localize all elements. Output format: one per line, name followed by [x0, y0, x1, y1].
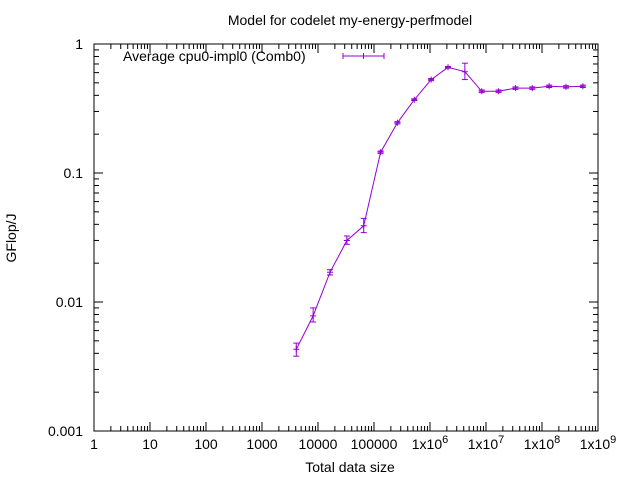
data-point	[579, 83, 586, 90]
chart-title: Model for codelet my-energy-perfmodel	[228, 12, 472, 28]
data-point	[394, 119, 401, 126]
legend-marker	[360, 53, 367, 59]
data-point	[343, 237, 350, 244]
x-tick-label: 1x109	[580, 434, 616, 452]
x-tick-label: 1	[90, 436, 98, 452]
x-tick-label: 1000	[246, 436, 277, 452]
x-tick-label: 10	[142, 436, 158, 452]
series-line	[295, 66, 583, 350]
data-point	[529, 85, 536, 92]
x-tick-exponent: 7	[498, 434, 504, 446]
data-point	[377, 149, 384, 156]
y-tick-label: 0.001	[48, 423, 83, 439]
legend-label: Average cpu0-impl0 (Comb0)	[123, 48, 306, 64]
y-tick-label: 0.1	[64, 165, 84, 181]
data-point	[428, 76, 435, 83]
legend-sample	[342, 53, 385, 59]
data-point	[445, 64, 452, 71]
data-point	[546, 83, 553, 90]
y-tick-label: 1	[75, 36, 83, 52]
x-axis-label: Total data size	[305, 459, 395, 475]
data-point	[495, 88, 502, 95]
x-tick-label: 100	[194, 436, 218, 452]
data-point	[360, 222, 367, 229]
data-point	[478, 88, 485, 95]
x-tick-exponent: 9	[610, 434, 616, 446]
x-tick-label: 1x107	[468, 434, 504, 452]
series-group	[293, 62, 586, 357]
data-point	[310, 312, 317, 319]
data-point	[563, 83, 570, 90]
data-point	[461, 68, 468, 75]
y-axis-label: GFlop/J	[3, 213, 19, 262]
plot-frame	[93, 43, 599, 432]
x-tick-label: 1x108	[524, 434, 560, 452]
x-tick-label: 10000	[299, 436, 338, 452]
x-tick-label: 1x106	[412, 434, 448, 452]
legend: Average cpu0-impl0 (Comb0)	[123, 48, 385, 64]
x-tick-label: 100000	[351, 436, 398, 452]
y-tick-label: 0.01	[56, 294, 83, 310]
x-tick-exponent: 8	[554, 434, 560, 446]
axis-ticks: 1 10 100 1000 10000 100000 1x106 1x107 1x108 1x10…	[48, 36, 616, 452]
data-point	[293, 346, 300, 353]
data-point	[411, 96, 418, 103]
data-point	[327, 269, 334, 276]
data-point	[512, 85, 519, 92]
x-tick-exponent: 6	[442, 434, 448, 446]
